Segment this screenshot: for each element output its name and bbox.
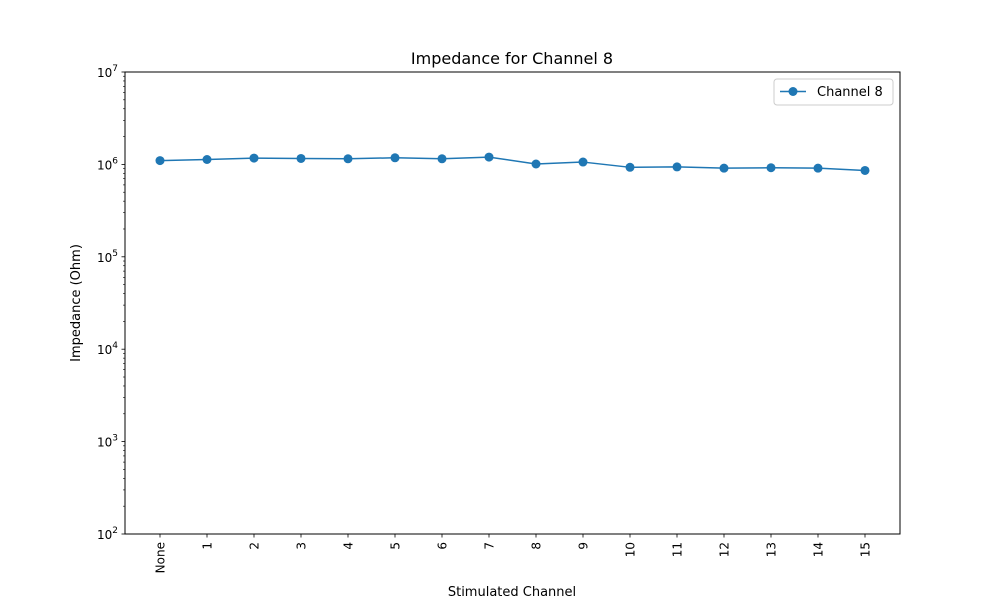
data-point [249,153,259,163]
x-tick-label: 8 [530,542,544,550]
x-tick-label: 6 [436,542,450,550]
x-tick-label: 4 [342,542,356,550]
axes-frame [124,71,901,535]
y-tick-label: 102 [97,526,118,542]
x-tick-label: 15 [859,542,873,557]
y-tick-label: 107 [97,64,118,80]
x-tick-label: 7 [483,542,497,550]
legend-frame [773,78,894,106]
y-tick-label: 106 [97,156,118,172]
data-point [625,162,635,172]
data-point [343,154,353,164]
data-point [437,154,447,164]
x-tick-label: 9 [577,542,591,550]
data-point [155,156,165,166]
y-tick-label: 104 [97,341,118,357]
x-tick-label: 5 [389,542,403,550]
x-tick-label: 13 [765,542,779,557]
legend: Channel 8 [773,78,894,106]
data-point [296,153,306,163]
data-point [672,162,682,172]
data-point [860,165,870,175]
data-point [390,153,400,163]
chart-title: Impedance for Channel 8 [411,49,613,68]
data-point [202,154,212,164]
series-line [159,156,866,172]
data-point [813,163,823,173]
legend-entry-label: Channel 8 [817,85,883,100]
x-tick-label: 2 [248,542,262,550]
y-tick-label: 105 [97,249,118,265]
x-tick-label: 1 [201,542,215,550]
x-tick-label: 12 [718,542,732,557]
x-tick-label: 14 [812,542,826,557]
legend-dot-marker [788,87,798,96]
x-tick-label: 3 [295,542,309,550]
x-axis-label: Stimulated Channel [448,585,576,600]
data-point [578,157,588,167]
y-axis-label: Impedance (Ohm) [69,244,84,362]
x-tick-label: 11 [671,542,685,557]
x-tick-label: None [154,542,168,573]
data-point [766,163,776,173]
data-point [531,159,541,169]
data-point [484,152,494,162]
data-point [719,163,729,173]
y-tick-label: 103 [97,434,118,450]
x-tick-label: 10 [624,542,638,557]
